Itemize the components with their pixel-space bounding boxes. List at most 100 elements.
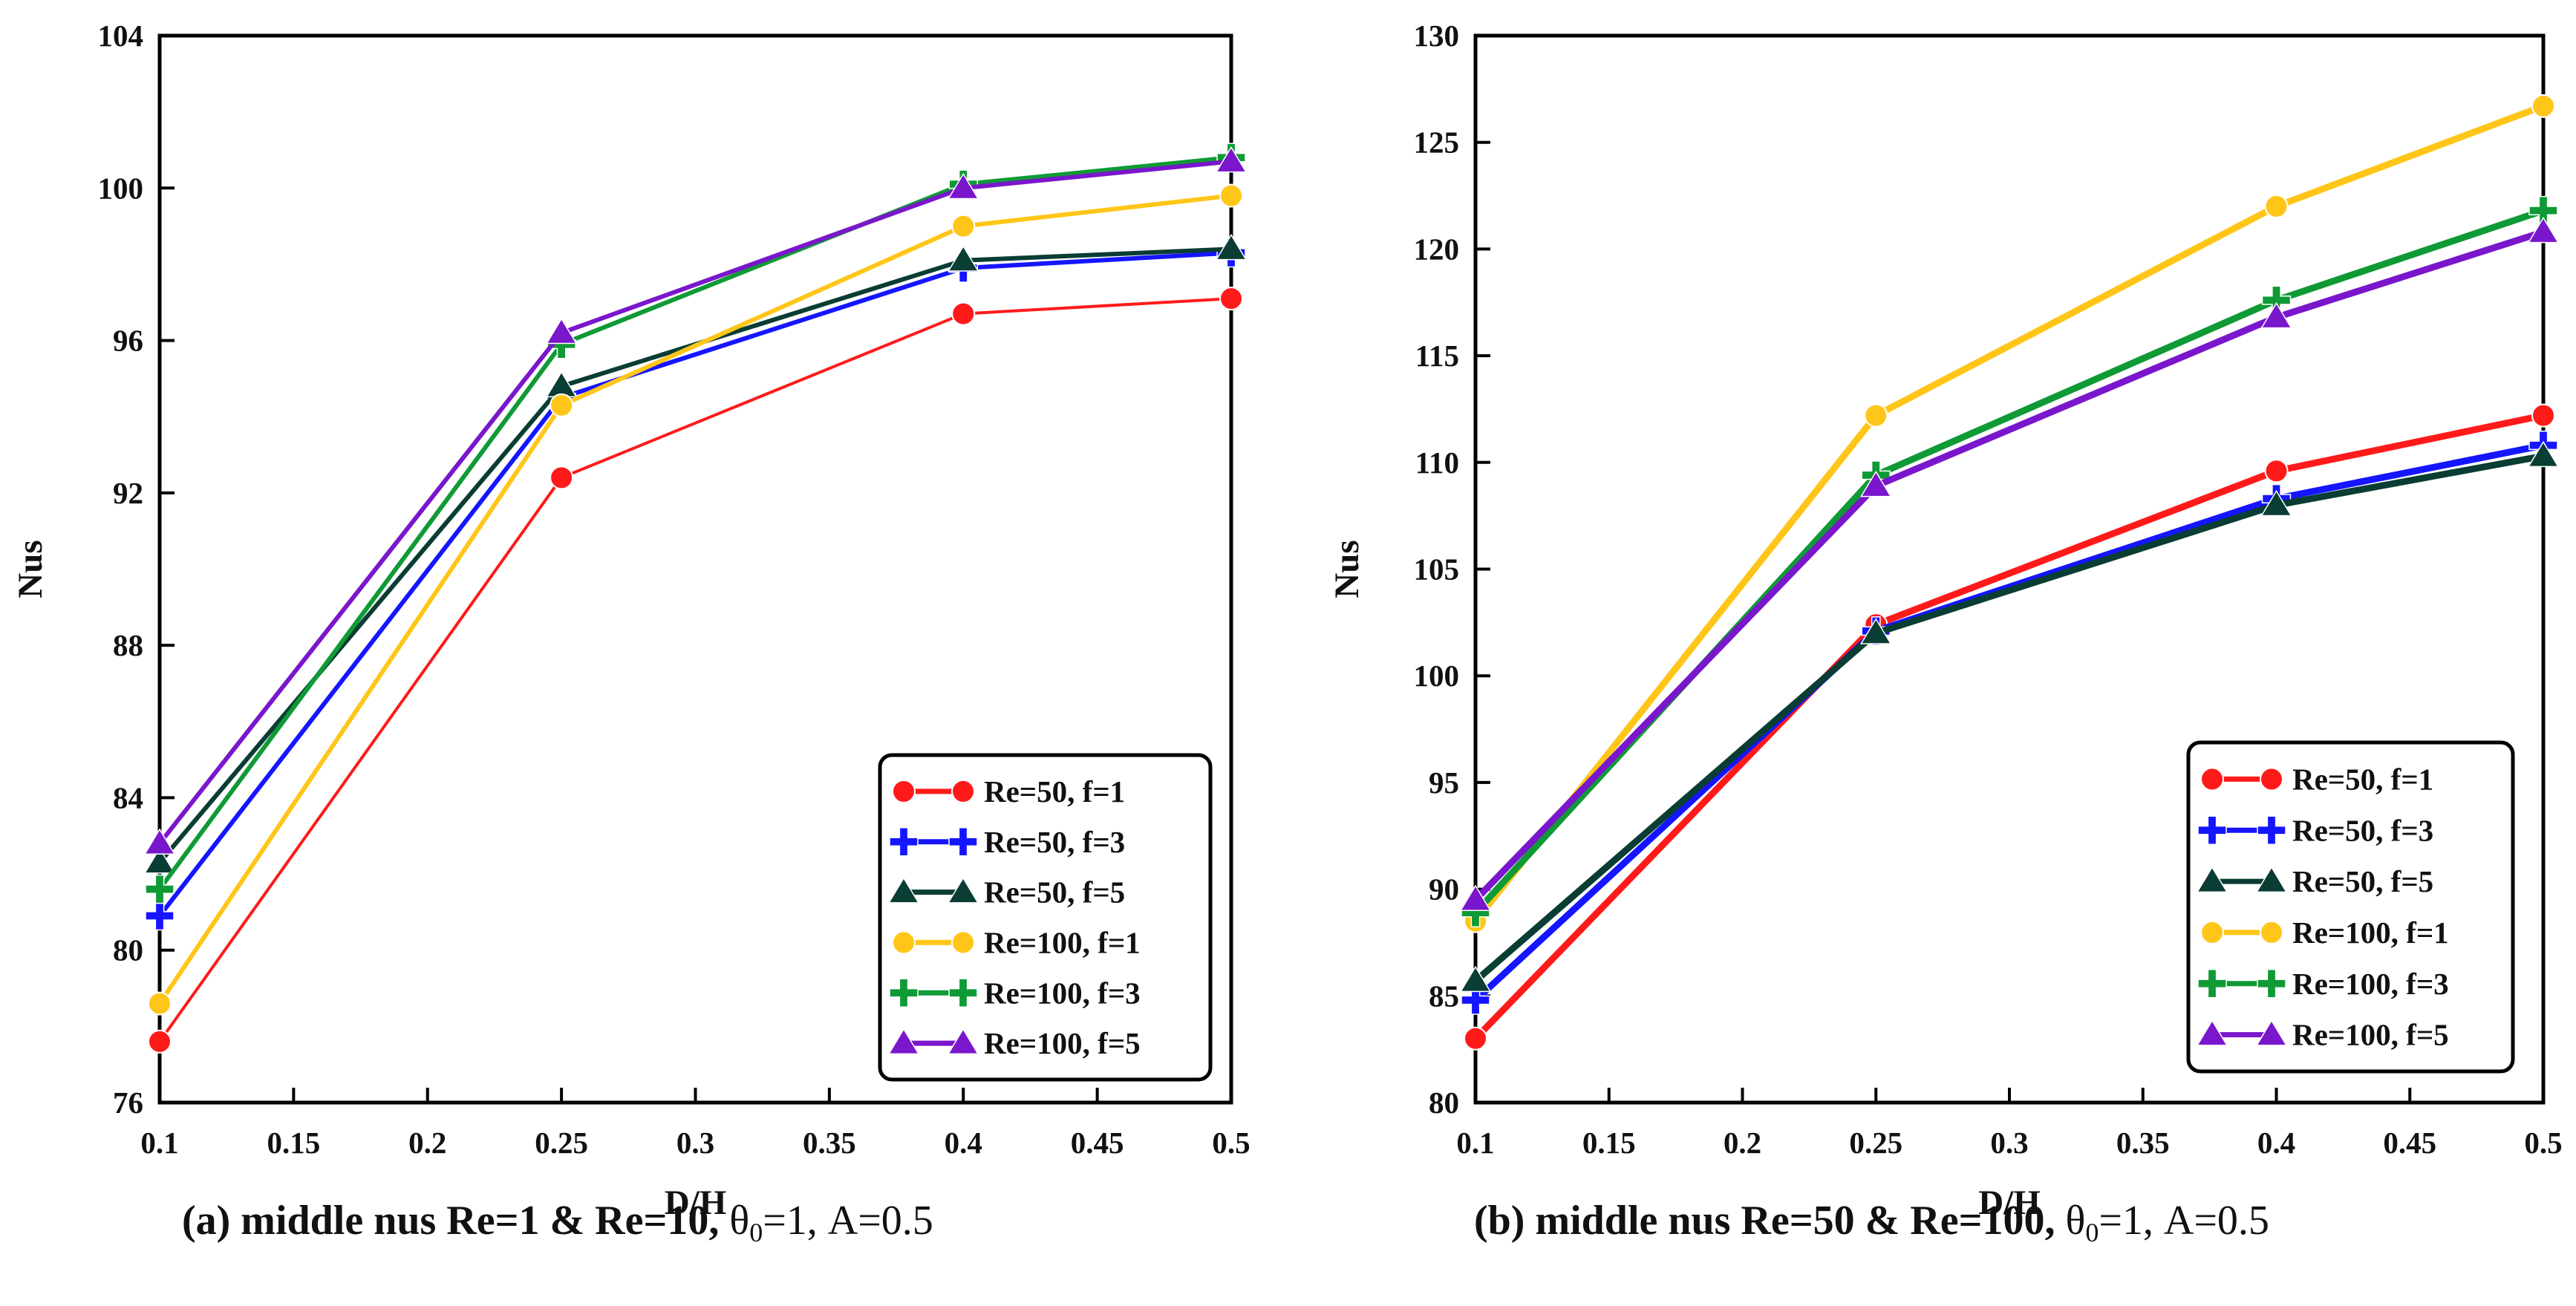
series-line	[1473, 229, 2545, 903]
x-tick-label: 0.1	[140, 1126, 178, 1160]
data-point	[2527, 440, 2560, 468]
caption-a: (a) middle nus Re=1 & Re=10, θ0=1, A=0.5	[182, 1197, 933, 1248]
data-point	[2531, 94, 2555, 118]
y-tick-label: 120	[1414, 232, 1460, 266]
legend-marker	[2200, 767, 2224, 791]
y-tick-label: 95	[1429, 765, 1459, 800]
series-3	[1459, 440, 2560, 993]
data-point	[2531, 403, 2555, 428]
chart-a: 0.1 0.15 0.2 0.25 0.3 0.35 0.4 0.45 0.5 76 80 84 88 9…	[11, 19, 1250, 1222]
legend-marker	[947, 877, 979, 904]
legend-label: Re=100, f=3	[2292, 967, 2449, 1001]
series-line	[158, 297, 1232, 1043]
legend-marker	[2196, 866, 2228, 893]
legend-label: Re=100, f=5	[2292, 1018, 2449, 1052]
y-tick-label: 125	[1414, 125, 1460, 160]
y-axis-title: Nus	[11, 540, 50, 598]
caption-b-params: =1, A=0.5	[2099, 1198, 2269, 1244]
series-line	[157, 155, 1232, 891]
legend-marker	[2197, 815, 2227, 845]
legend-marker	[2260, 767, 2283, 791]
data-point	[545, 317, 578, 345]
legend-marker	[2255, 1019, 2288, 1046]
y-axis-title: Nus	[1328, 540, 1366, 598]
y-tick-label: 96	[113, 324, 143, 358]
x-axis-title: D/H	[665, 1183, 727, 1222]
data-point	[2260, 301, 2292, 329]
data-point	[1459, 965, 1492, 993]
y-tick-label: 85	[1429, 979, 1459, 1013]
x-tick-label: 0.45	[1071, 1126, 1124, 1160]
data-point	[148, 1029, 172, 1054]
x-tick-label: 0.45	[2383, 1126, 2436, 1160]
x-tick-label: 0.5	[1212, 1126, 1250, 1160]
x-tick-label: 0.25	[535, 1126, 588, 1160]
legend-marker	[948, 978, 978, 1008]
data-point	[1215, 233, 1248, 261]
caption-b-label: (b) middle nus Re=50 & Re=100,	[1474, 1198, 2055, 1244]
x-tick-label: 0.2	[408, 1126, 446, 1160]
legend-marker	[887, 877, 920, 904]
x-tick-label: 0.3	[1990, 1126, 2028, 1160]
legend-marker	[2200, 920, 2224, 944]
legend-marker	[2257, 815, 2286, 845]
x-tick-label: 0.15	[1582, 1126, 1636, 1160]
data-point	[947, 245, 979, 272]
data-point	[1864, 403, 1888, 428]
series-1	[148, 287, 1243, 1054]
series-line	[1473, 452, 2544, 984]
legend-marker	[947, 1028, 979, 1055]
data-point	[2260, 489, 2292, 517]
data-point	[2528, 195, 2558, 226]
y-tick-label: 88	[113, 628, 143, 662]
data-point	[2261, 285, 2292, 316]
legend-marker	[892, 930, 916, 955]
x-tick-label: 0.4	[945, 1126, 982, 1160]
series-line	[157, 193, 1232, 1005]
y-tick-label: 110	[1415, 445, 1459, 480]
chart-b: 0.1 0.15 0.2 0.25 0.3 0.35 0.4 0.45 0.5 80 85 90 95 1…	[1328, 19, 2563, 1222]
x-tick-label: 0.25	[1849, 1126, 1902, 1160]
y-tick-label: 130	[1414, 19, 1460, 53]
legend-label: Re=50, f=1	[984, 774, 1125, 809]
legend-marker	[2260, 920, 2283, 944]
x-tick-label: 0.5	[2524, 1126, 2562, 1160]
legend-marker	[2255, 866, 2288, 893]
data-point	[947, 172, 979, 200]
legend-label: Re=50, f=3	[984, 825, 1125, 859]
data-point	[143, 847, 176, 874]
legend-marker	[892, 779, 916, 803]
y-tick-label: 100	[1414, 659, 1460, 693]
y-tick-label: 104	[98, 19, 144, 53]
data-point	[2264, 194, 2289, 218]
series-3	[143, 233, 1248, 874]
x-tick-label: 0.3	[676, 1126, 714, 1160]
y-tick-label: 115	[1415, 339, 1459, 373]
caption-a-theta-sub: 0	[749, 1218, 763, 1247]
x-tick-label: 0.2	[1724, 1126, 1761, 1160]
y-tick-label: 100	[98, 171, 144, 205]
data-point	[550, 393, 574, 417]
series-line	[157, 250, 1232, 918]
data-point	[2527, 216, 2560, 244]
x-tick-label: 0.15	[267, 1126, 321, 1160]
x-tick-label: 0.4	[2257, 1126, 2295, 1160]
series-line	[157, 246, 1232, 864]
legend-label: Re=100, f=3	[984, 976, 1141, 1010]
legend-marker	[2196, 1019, 2228, 1046]
y-tick-label: 80	[1429, 1085, 1459, 1120]
legend-marker	[889, 978, 919, 1008]
legend: Re=50, f=1 Re=50, f=3 Re=50, f=5 Re=100, f=…	[2186, 740, 2515, 1074]
data-point	[143, 828, 176, 855]
data-point	[145, 874, 175, 904]
data-point	[1219, 287, 1243, 311]
data-point	[951, 214, 976, 238]
caption-a-label: (a) middle nus Re=1 & Re=10,	[182, 1198, 720, 1244]
legend-label: Re=50, f=1	[2292, 762, 2433, 796]
legend-label: Re=50, f=5	[984, 875, 1125, 910]
data-point	[1459, 884, 1492, 911]
series-line	[1473, 102, 2545, 924]
legend-label: Re=100, f=1	[984, 925, 1141, 959]
data-point	[951, 301, 976, 326]
